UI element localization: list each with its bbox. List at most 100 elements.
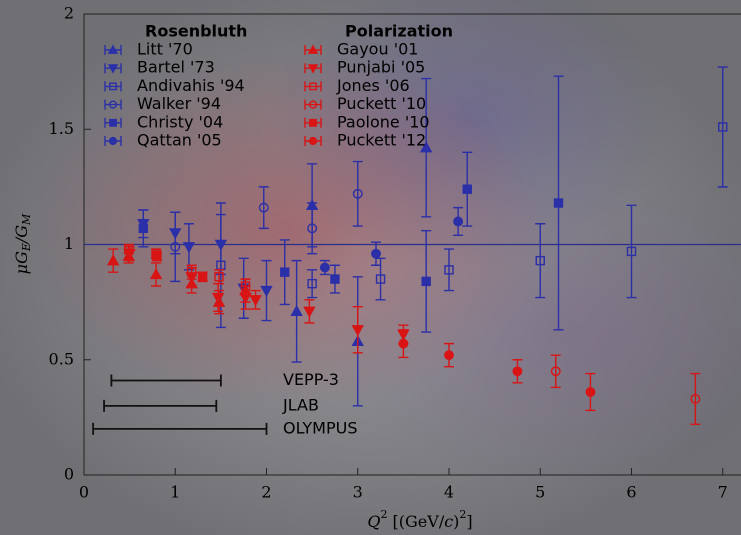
marker [149,268,163,280]
marker [124,244,134,254]
marker [375,274,386,284]
marker [309,118,317,127]
x-label-part: ) [453,512,459,531]
marker [308,100,318,109]
y-tick-label: 2 [64,4,74,23]
error-bar [352,160,363,227]
range-bar [110,374,222,387]
marker [186,267,197,277]
error-bar [717,66,728,188]
marker [240,281,251,291]
marker [307,223,318,234]
range-label: OLYMPUS [283,418,357,437]
y-label-part: /G [12,225,31,245]
marker [398,338,409,349]
marker [444,265,454,275]
x-tick-label: 4 [444,483,454,502]
marker [585,387,596,397]
marker [462,184,472,194]
x-tick-label: 7 [718,483,728,502]
marker [280,267,290,277]
marker [197,272,208,282]
x-label-part: c [444,512,453,531]
marker [290,304,303,317]
x-axis-label: Q2 [(GeV/c)2] [367,508,472,531]
marker [444,350,454,361]
marker [626,246,637,257]
error-bar [170,211,181,283]
error-bar [444,248,454,292]
marker [307,44,319,54]
legend-label: Qattan '05 [137,131,222,150]
marker [319,262,330,273]
marker [307,278,317,289]
y-tick-label: 1.5 [49,119,74,138]
range-label: JLAB [282,395,319,414]
marker [258,202,269,213]
marker [249,295,262,307]
x-label-part: Q [367,512,380,531]
y-tick-label: 0 [64,465,74,484]
legend-bar [304,81,322,92]
error-bar [626,204,637,299]
x-tick-label: 3 [353,483,363,502]
marker [108,136,118,146]
legend-label: Jones '06 [336,76,410,95]
marker [421,276,431,287]
marker [152,251,162,261]
legend-header: Polarization [345,22,453,41]
marker [107,254,120,266]
y-label-part: M [20,213,33,226]
legend-label: Punjabi '05 [337,58,425,77]
marker [690,393,701,404]
marker [214,272,224,282]
legend-bar [104,99,122,110]
error-bar [690,372,701,425]
marker [109,82,117,91]
marker [107,44,119,54]
x-label-part: 2 [380,508,387,521]
marker [535,255,545,266]
marker [303,306,316,318]
marker [308,136,318,146]
y-axis-label: μGE/GM [12,213,34,274]
x-tick-label: 1 [170,483,180,502]
legend-bar [104,81,122,92]
y-label-part: E [20,243,33,252]
error-bar [307,202,318,255]
legend-header: Rosenbluth [145,22,247,41]
marker [553,198,564,208]
y-tick-label: 1 [64,234,74,253]
marker [260,285,273,298]
range-label: VEPP-3 [283,370,339,389]
x-label-part: 2 [459,508,466,521]
error-bar [550,354,561,389]
legend-label: Gayou '01 [337,40,418,59]
marker [138,223,149,234]
legend-label: Puckett '10 [337,94,426,113]
x-tick-label: 5 [535,483,545,502]
y-tick-label: 0.5 [49,349,74,368]
x-tick-label: 2 [261,483,271,502]
marker [352,188,363,199]
marker [309,82,317,91]
error-bar [307,269,318,299]
legend-label: Puckett '12 [337,131,426,150]
marker [107,64,119,74]
x-tick-label: 6 [626,483,636,502]
marker [170,241,181,252]
marker [108,100,118,109]
legend-label: Andivahis '94 [137,76,245,95]
marker [330,274,340,284]
y-label-part: μG [12,251,31,274]
range-bar [92,422,268,435]
marker [211,292,225,304]
marker [550,366,561,377]
marker [351,325,364,337]
x-label-part: [(GeV/ [387,512,444,531]
marker [419,141,433,153]
legend-label: Bartel '73 [137,58,215,77]
error-bar [258,186,269,230]
legend-label: Walker '94 [137,94,221,113]
x-label-part: ] [466,512,472,531]
